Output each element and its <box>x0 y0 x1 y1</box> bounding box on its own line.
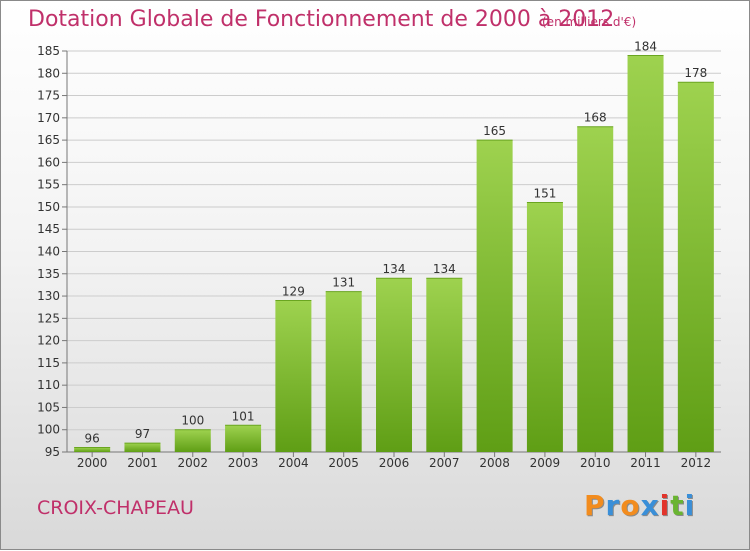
y-tick-label: 185 <box>37 44 60 58</box>
bar-value-label: 100 <box>181 414 204 428</box>
y-tick-label: 100 <box>37 423 60 437</box>
x-tick-label: 2000 <box>77 456 108 470</box>
commune-name: CROIX-CHAPEAU <box>37 497 194 519</box>
y-tick-label: 170 <box>37 111 60 125</box>
bar-value-label: 165 <box>483 124 506 138</box>
y-tick-label: 140 <box>37 245 60 259</box>
bar-value-label: 129 <box>282 285 305 299</box>
x-tick-label: 2006 <box>379 456 410 470</box>
bar-value-label: 97 <box>135 427 150 441</box>
x-tick-label: 2003 <box>228 456 259 470</box>
bar-value-label: 96 <box>85 432 100 446</box>
bar <box>677 82 714 452</box>
bar <box>225 425 262 452</box>
chart-subtitle: (en milliers d'€) <box>542 15 637 29</box>
bar-value-label: 134 <box>433 262 456 276</box>
bar <box>275 300 312 452</box>
y-tick-label: 95 <box>45 445 60 459</box>
bar <box>376 278 412 452</box>
y-tick-label: 105 <box>37 400 60 414</box>
x-tick-label: 2001 <box>127 456 158 470</box>
x-tick-label: 2002 <box>177 456 208 470</box>
bar-value-label: 184 <box>634 39 657 53</box>
logo-letter: i <box>684 489 696 522</box>
x-tick-label: 2004 <box>278 456 309 470</box>
y-tick-label: 145 <box>37 222 60 236</box>
bar <box>577 126 614 452</box>
logo-letter: o <box>620 489 641 522</box>
logo-letter: P <box>584 489 606 522</box>
bar-value-label: 178 <box>684 66 707 80</box>
bar-value-label: 134 <box>383 262 406 276</box>
x-tick-label: 2008 <box>479 456 510 470</box>
y-tick-label: 135 <box>37 267 60 281</box>
y-tick-label: 180 <box>37 66 60 80</box>
y-tick-label: 120 <box>37 334 60 348</box>
y-tick-label: 125 <box>37 311 60 325</box>
bar <box>526 202 563 452</box>
x-tick-label: 2009 <box>530 456 561 470</box>
bar-value-label: 168 <box>584 111 607 125</box>
bar <box>74 447 111 452</box>
x-tick-label: 2011 <box>630 456 661 470</box>
bar <box>325 291 362 452</box>
logo-letter: i <box>659 489 671 522</box>
y-tick-label: 110 <box>37 378 60 392</box>
proxiti-logo[interactable]: Proxiti <box>584 489 695 522</box>
logo-letter: r <box>605 489 621 522</box>
bar <box>124 443 161 452</box>
y-tick-label: 115 <box>37 356 60 370</box>
y-tick-label: 130 <box>37 289 60 303</box>
bar <box>174 429 211 452</box>
x-tick-label: 2005 <box>328 456 359 470</box>
logo-letter: x <box>640 489 660 522</box>
y-tick-label: 165 <box>37 133 60 147</box>
bar <box>627 55 664 452</box>
bar-value-label: 101 <box>232 409 255 423</box>
y-tick-label: 150 <box>37 200 60 214</box>
bar-value-label: 151 <box>533 186 556 200</box>
y-tick-label: 160 <box>37 155 60 169</box>
x-tick-label: 2010 <box>580 456 611 470</box>
x-tick-label: 2012 <box>681 456 712 470</box>
y-tick-label: 155 <box>37 178 60 192</box>
bar <box>476 140 513 452</box>
chart-title: Dotation Globale de Fonctionnement de 20… <box>28 7 615 32</box>
bar <box>426 278 463 452</box>
y-tick-label: 175 <box>37 89 60 103</box>
bar-value-label: 131 <box>332 276 355 290</box>
x-tick-label: 2007 <box>429 456 460 470</box>
logo-letter: t <box>670 489 685 522</box>
